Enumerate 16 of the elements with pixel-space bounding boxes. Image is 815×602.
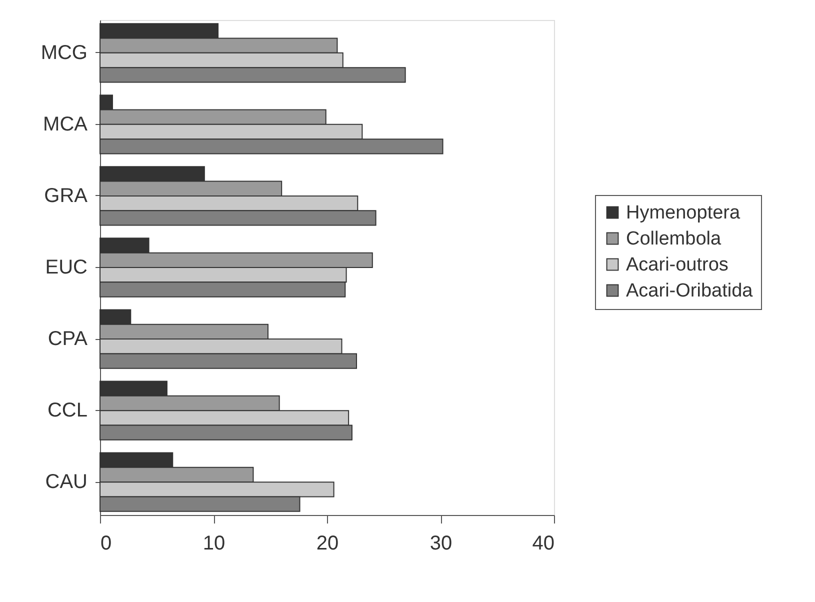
x-tick-label: 30 [430, 532, 452, 554]
y-tick-label: CCL [47, 400, 88, 422]
y-tick-label: MCA [43, 113, 88, 136]
legend-label: Acari-Oribatida [626, 280, 754, 302]
y-tick-label: GRA [44, 184, 88, 207]
x-tick-label: 40 [532, 532, 554, 554]
y-tick-label: CPA [48, 328, 88, 350]
x-tick-label: 0 [100, 532, 112, 554]
y-tick-label: EUC [45, 256, 88, 278]
y-tick-label: MCG [40, 42, 88, 64]
x-tick-label: 10 [202, 532, 226, 554]
x-tick-label: 20 [316, 532, 339, 554]
y-tick-label: CAU [45, 471, 88, 494]
legend-label: Acari-outros [626, 254, 728, 276]
legend-label: Collembola [626, 228, 722, 250]
legend-label: Hymenoptera [626, 202, 740, 224]
